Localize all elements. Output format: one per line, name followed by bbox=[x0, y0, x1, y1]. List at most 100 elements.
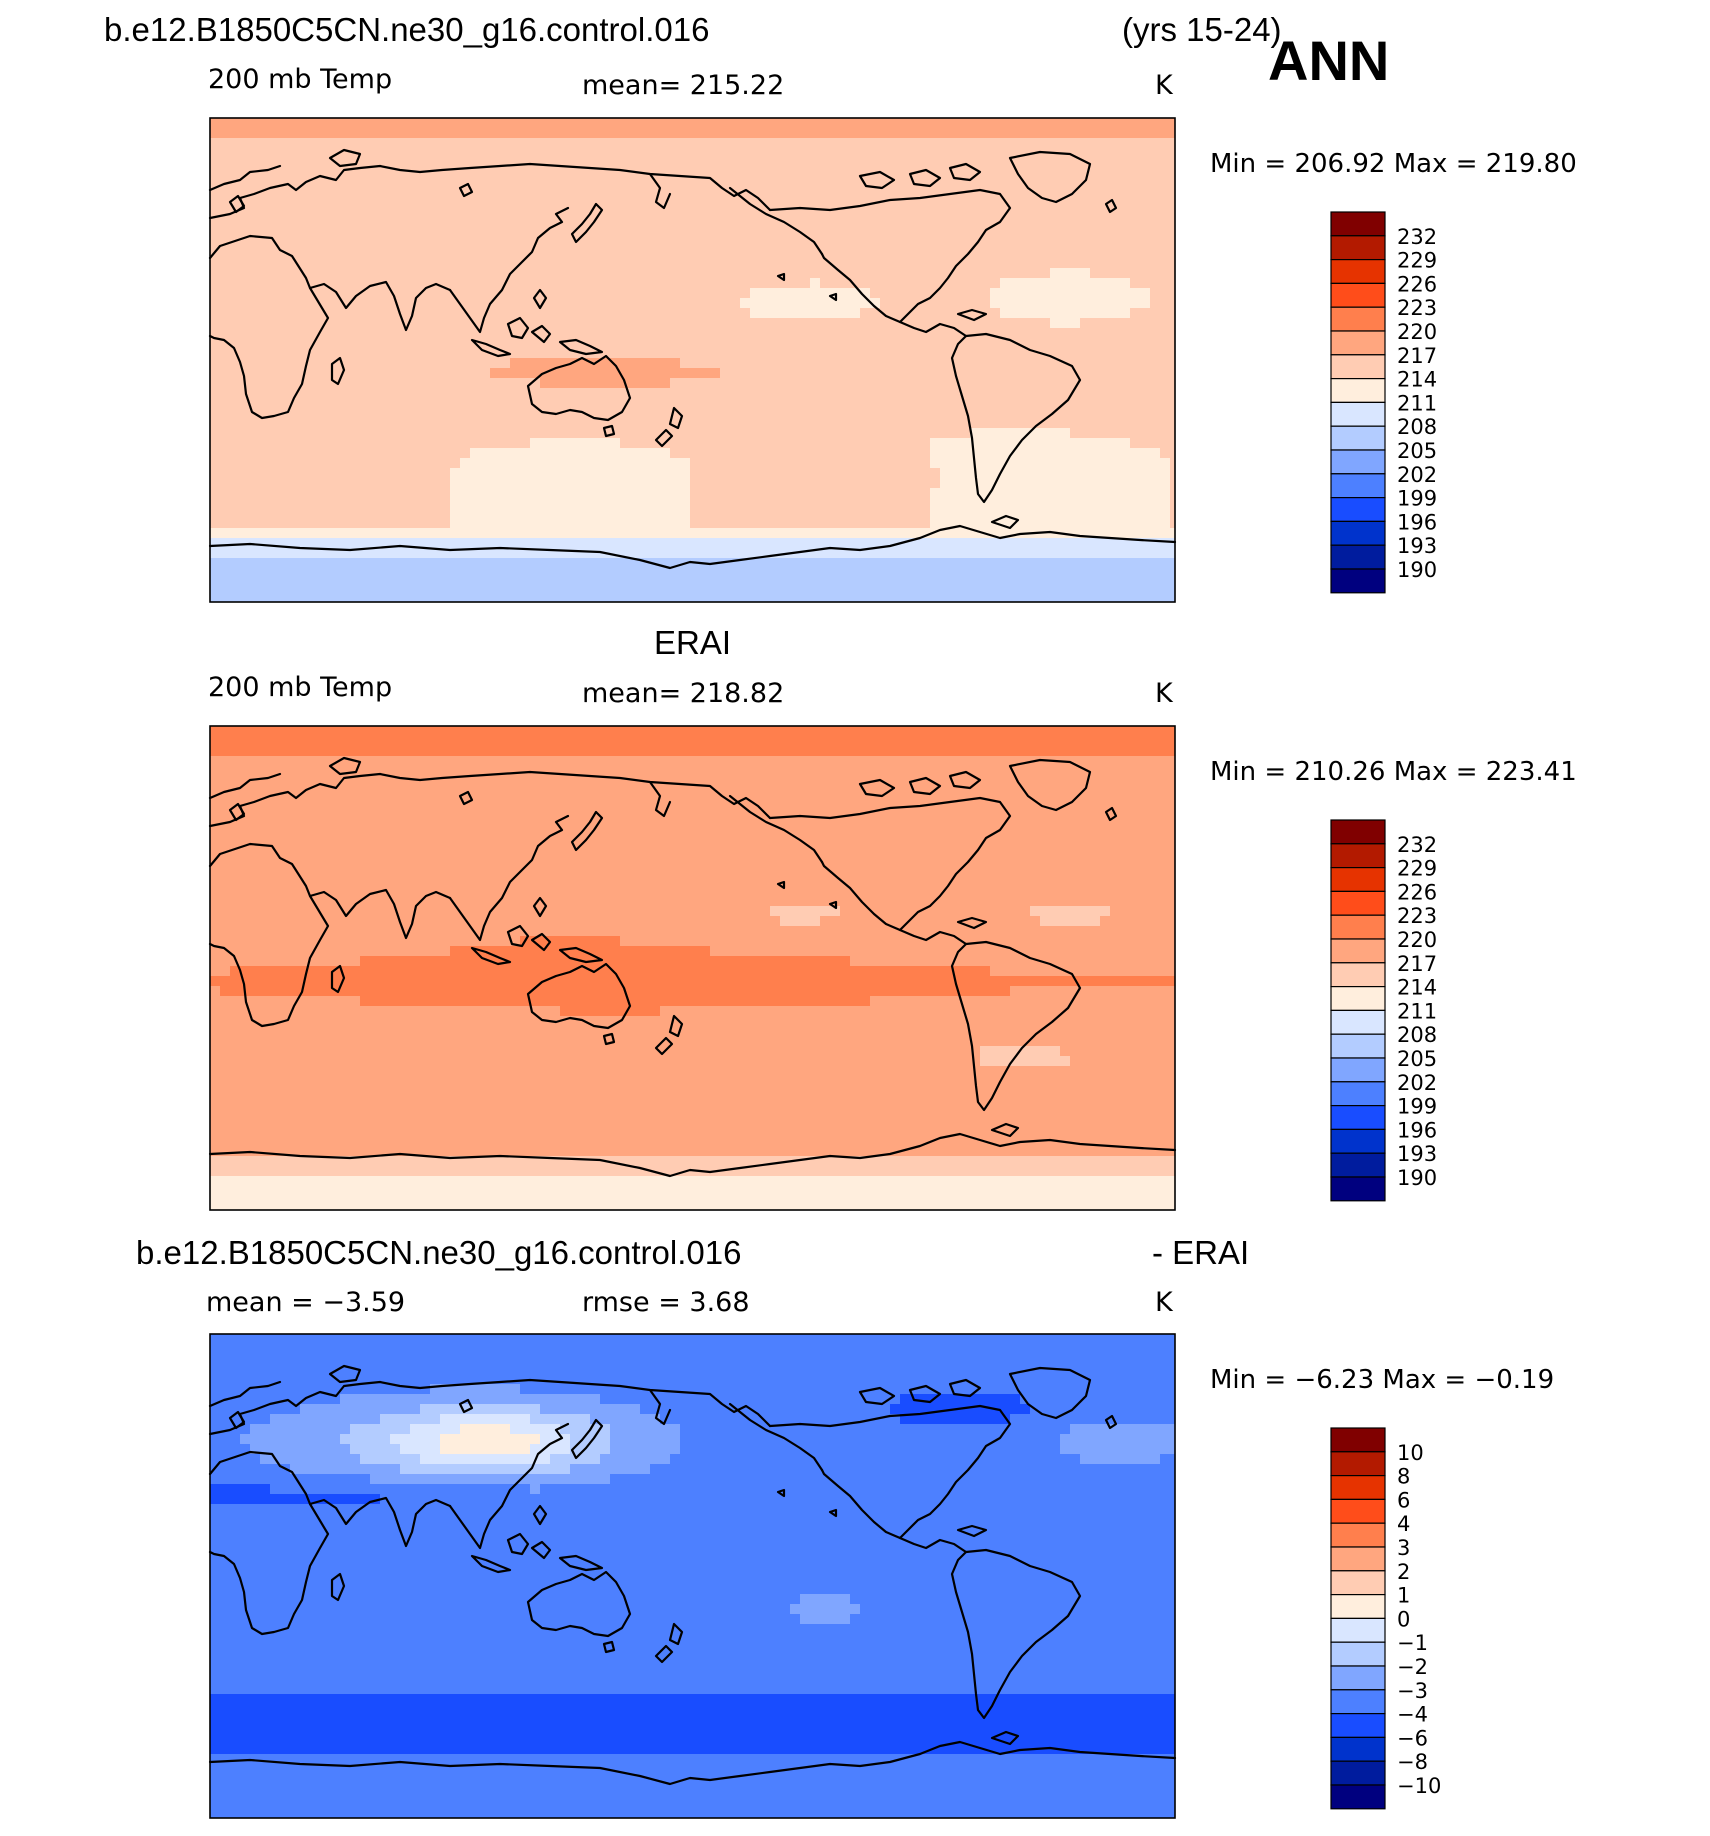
map0-cell bbox=[1130, 148, 1141, 159]
map0-cell bbox=[1030, 568, 1041, 579]
map0-cell bbox=[530, 468, 541, 479]
map0-cell bbox=[480, 468, 491, 479]
map0-cell bbox=[860, 468, 871, 479]
map0-cell bbox=[1150, 258, 1161, 269]
map0-cell bbox=[490, 358, 501, 369]
map0-cell bbox=[820, 218, 831, 229]
map0-cell bbox=[570, 328, 581, 339]
map0-cell bbox=[810, 318, 821, 329]
map0-cell bbox=[1100, 258, 1111, 269]
map0-cell bbox=[670, 238, 681, 249]
map0-cell bbox=[340, 268, 351, 279]
map0-cell bbox=[1090, 308, 1101, 319]
map0-cell bbox=[530, 168, 541, 179]
map0-cell bbox=[670, 568, 681, 579]
map0-cell bbox=[710, 508, 721, 519]
map0-cell bbox=[480, 408, 491, 419]
map0-cell bbox=[580, 438, 591, 449]
map0-cell bbox=[980, 538, 991, 549]
map0-cell bbox=[680, 588, 691, 599]
map0-cell bbox=[370, 238, 381, 249]
map0-cell bbox=[330, 288, 341, 299]
map0-cell bbox=[320, 458, 331, 469]
map0-cell bbox=[410, 478, 421, 489]
map0-cell bbox=[790, 438, 801, 449]
map0-cell bbox=[980, 438, 991, 449]
map0-cell bbox=[460, 448, 471, 459]
map0-cell bbox=[510, 168, 521, 179]
map0-cell bbox=[1100, 188, 1111, 199]
map0-cell bbox=[400, 308, 411, 319]
map0-cell bbox=[920, 158, 931, 169]
map0-cell bbox=[950, 258, 961, 269]
map0-cell bbox=[1130, 318, 1141, 329]
map0-cell bbox=[780, 498, 791, 509]
map0-cell bbox=[370, 438, 381, 449]
map0-cell bbox=[330, 528, 341, 539]
map0-cell bbox=[900, 358, 911, 369]
map0-cell bbox=[700, 218, 711, 229]
map0-cell bbox=[430, 378, 441, 389]
map0-cell bbox=[360, 358, 371, 369]
map0-cell bbox=[310, 178, 321, 189]
map0-cell bbox=[590, 578, 601, 589]
map0-cell bbox=[1050, 478, 1061, 489]
map1-cell bbox=[1160, 726, 1171, 737]
map0-cell bbox=[820, 458, 831, 469]
map0-cell bbox=[840, 588, 851, 599]
map0-cell bbox=[400, 338, 411, 349]
map0-cell bbox=[530, 448, 541, 459]
map0-cell bbox=[1170, 148, 1175, 159]
map0-cell bbox=[750, 468, 761, 479]
map0-cell bbox=[750, 498, 761, 509]
map0-cell bbox=[330, 268, 341, 279]
map0-cell bbox=[600, 278, 611, 289]
map0-cell bbox=[460, 118, 471, 129]
map0-cell bbox=[640, 208, 651, 219]
map0-cell bbox=[400, 538, 411, 549]
map0-cell bbox=[220, 218, 231, 229]
map0-cell bbox=[1120, 588, 1131, 599]
map0-cell bbox=[810, 128, 821, 139]
map0-cell bbox=[700, 468, 711, 479]
map0-cell bbox=[960, 588, 971, 599]
map0-cell bbox=[870, 418, 881, 429]
map0-cell bbox=[510, 398, 521, 409]
map0-cell bbox=[1050, 438, 1061, 449]
map0-cell bbox=[800, 378, 811, 389]
map0-cell bbox=[210, 258, 221, 269]
map0-cell bbox=[580, 288, 591, 299]
map0-cell bbox=[640, 268, 651, 279]
map0-cell bbox=[270, 128, 281, 139]
map0-cell bbox=[1040, 218, 1051, 229]
map0-cell bbox=[520, 298, 531, 309]
map0-cell bbox=[360, 568, 371, 579]
map0-cell bbox=[400, 318, 411, 329]
map0-cell bbox=[630, 578, 641, 589]
map0-cell bbox=[820, 238, 831, 249]
map0-cell bbox=[780, 138, 791, 149]
map0-cell bbox=[890, 558, 901, 569]
map0-cell bbox=[720, 128, 731, 139]
map0-cell bbox=[630, 248, 641, 259]
map0-cell bbox=[600, 128, 611, 139]
map0-cell bbox=[900, 518, 911, 529]
map0-cell bbox=[1150, 348, 1161, 359]
map0-cell bbox=[300, 538, 311, 549]
map1-cell bbox=[860, 726, 871, 737]
map0-cell bbox=[490, 198, 501, 209]
map0-cell bbox=[350, 288, 361, 299]
map1-cell bbox=[460, 736, 471, 747]
map0-cell bbox=[1130, 128, 1141, 139]
map0-cell bbox=[1010, 428, 1021, 439]
map0-cell bbox=[230, 358, 241, 369]
map0-cell bbox=[690, 468, 701, 479]
map0-cell bbox=[370, 458, 381, 469]
map0-cell bbox=[370, 138, 381, 149]
map0-cell bbox=[460, 208, 471, 219]
map0-cell bbox=[1160, 418, 1171, 429]
map0-cell bbox=[470, 428, 481, 439]
map0-cell bbox=[1100, 398, 1111, 409]
map0-cell bbox=[520, 488, 531, 499]
map0-cell bbox=[330, 398, 341, 409]
